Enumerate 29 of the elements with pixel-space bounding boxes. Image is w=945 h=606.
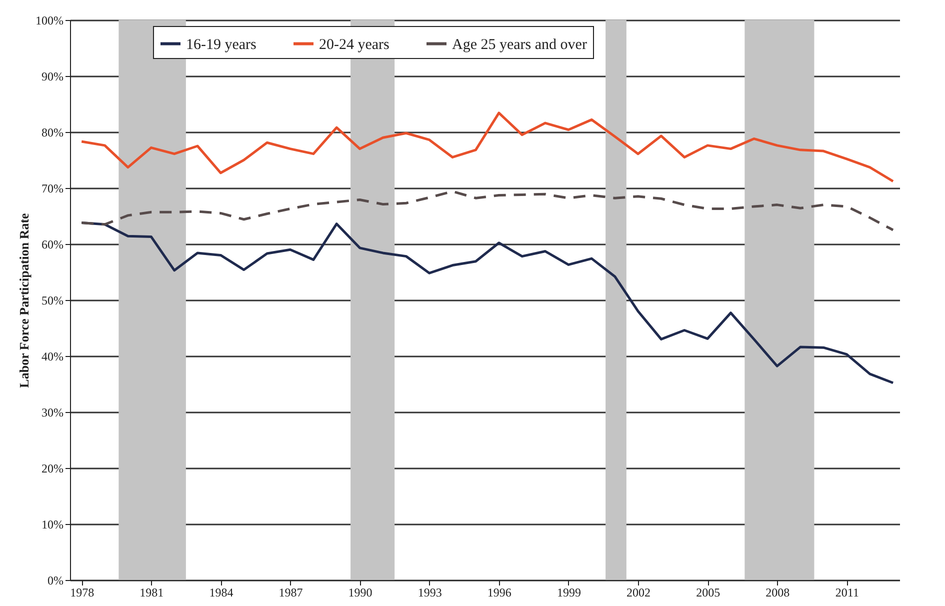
- y-tick-label: 70%: [42, 182, 64, 196]
- y-tick-label: 10%: [42, 518, 64, 532]
- line-series: [80, 190, 894, 232]
- x-tick-label: 1978: [70, 586, 94, 600]
- x-tick-label: 1984: [209, 586, 234, 600]
- y-tick-label: 20%: [42, 462, 64, 476]
- legend-label: 16-19 years: [186, 36, 257, 53]
- y-tick-label: 0%: [48, 574, 64, 588]
- y-axis-title: Labor Force Participation Rate: [16, 212, 32, 388]
- x-tick-label: 2008: [766, 586, 790, 600]
- x-tick-label: 1993: [418, 586, 442, 600]
- x-tick-label: 1981: [140, 586, 164, 600]
- x-tick-label: 1987: [278, 586, 303, 600]
- y-tick-label: 50%: [42, 294, 64, 308]
- legend-label: Age 25 years and over: [452, 36, 587, 53]
- x-tick-label: 1999: [556, 586, 581, 600]
- x-tick-label: 1996: [487, 586, 512, 600]
- line-series: [80, 112, 894, 183]
- y-tick-label: 60%: [42, 238, 64, 252]
- x-tick-label: 2005: [696, 586, 720, 600]
- y-tick-label: 80%: [42, 126, 64, 140]
- x-tick-label: 1990: [348, 586, 372, 600]
- x-tick-label: 2011: [835, 586, 859, 600]
- x-tick-label: 2002: [626, 586, 651, 600]
- y-tick-label: 100%: [36, 14, 64, 28]
- y-tick-label: 30%: [42, 406, 64, 420]
- y-tick-label: 40%: [42, 350, 64, 364]
- y-tick-label: 90%: [42, 70, 64, 84]
- legend-label: 20-24 years: [319, 36, 390, 53]
